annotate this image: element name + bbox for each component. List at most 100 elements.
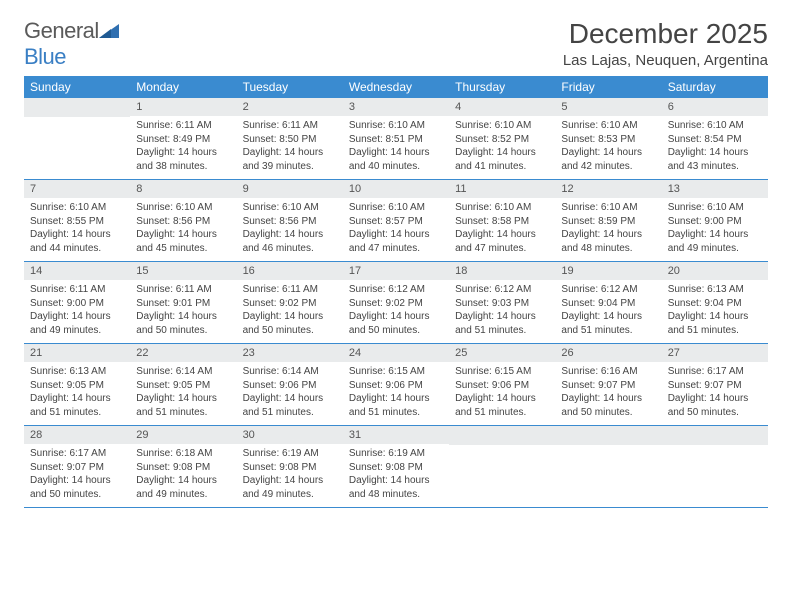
daylight-text: Daylight: 14 hours and 51 minutes. [561, 310, 655, 337]
sunrise-text: Sunrise: 6:12 AM [349, 283, 443, 297]
sunset-text: Sunset: 9:00 PM [30, 297, 124, 311]
daylight-text: Daylight: 14 hours and 51 minutes. [136, 392, 230, 419]
sunset-text: Sunset: 9:06 PM [349, 379, 443, 393]
sunrise-text: Sunrise: 6:10 AM [243, 201, 337, 215]
day-body: Sunrise: 6:11 AMSunset: 9:01 PMDaylight:… [130, 280, 236, 343]
sunrise-text: Sunrise: 6:13 AM [30, 365, 124, 379]
sunrise-text: Sunrise: 6:10 AM [349, 201, 443, 215]
daylight-text: Daylight: 14 hours and 49 minutes. [243, 474, 337, 501]
daylight-text: Daylight: 14 hours and 42 minutes. [561, 146, 655, 173]
day-cell: 27Sunrise: 6:17 AMSunset: 9:07 PMDayligh… [662, 344, 768, 426]
sunset-text: Sunset: 9:04 PM [561, 297, 655, 311]
daylight-text: Daylight: 14 hours and 50 minutes. [136, 310, 230, 337]
sunset-text: Sunset: 9:05 PM [136, 379, 230, 393]
brand-logo: General Blue [24, 18, 119, 70]
weekday-sun: Sunday [24, 76, 130, 98]
sunset-text: Sunset: 9:06 PM [455, 379, 549, 393]
sunrise-text: Sunrise: 6:11 AM [30, 283, 124, 297]
daylight-text: Daylight: 14 hours and 50 minutes. [668, 392, 762, 419]
day-cell: 16Sunrise: 6:11 AMSunset: 9:02 PMDayligh… [237, 262, 343, 344]
day-cell: 18Sunrise: 6:12 AMSunset: 9:03 PMDayligh… [449, 262, 555, 344]
sunset-text: Sunset: 9:07 PM [561, 379, 655, 393]
sunrise-text: Sunrise: 6:19 AM [243, 447, 337, 461]
day-body: Sunrise: 6:10 AMSunset: 8:55 PMDaylight:… [24, 198, 130, 261]
daylight-text: Daylight: 14 hours and 51 minutes. [243, 392, 337, 419]
day-body: Sunrise: 6:10 AMSunset: 9:00 PMDaylight:… [662, 198, 768, 261]
day-body: Sunrise: 6:19 AMSunset: 9:08 PMDaylight:… [237, 444, 343, 507]
sunrise-text: Sunrise: 6:11 AM [136, 283, 230, 297]
daylight-text: Daylight: 14 hours and 43 minutes. [668, 146, 762, 173]
day-number: 20 [662, 262, 768, 280]
sunset-text: Sunset: 8:56 PM [243, 215, 337, 229]
sunset-text: Sunset: 8:52 PM [455, 133, 549, 147]
day-cell: 12Sunrise: 6:10 AMSunset: 8:59 PMDayligh… [555, 180, 661, 262]
day-number: 1 [130, 98, 236, 116]
day-body: Sunrise: 6:10 AMSunset: 8:56 PMDaylight:… [130, 198, 236, 261]
sunrise-text: Sunrise: 6:13 AM [668, 283, 762, 297]
sunset-text: Sunset: 9:02 PM [243, 297, 337, 311]
day-number: 31 [343, 426, 449, 444]
daylight-text: Daylight: 14 hours and 50 minutes. [30, 474, 124, 501]
day-cell: 13Sunrise: 6:10 AMSunset: 9:00 PMDayligh… [662, 180, 768, 262]
weekday-mon: Monday [130, 76, 236, 98]
day-number: 12 [555, 180, 661, 198]
week-row: 1Sunrise: 6:11 AMSunset: 8:49 PMDaylight… [24, 98, 768, 180]
month-title: December 2025 [563, 18, 768, 50]
calendar-table: Sunday Monday Tuesday Wednesday Thursday… [24, 76, 768, 508]
day-cell [449, 426, 555, 508]
sunrise-text: Sunrise: 6:18 AM [136, 447, 230, 461]
day-cell: 4Sunrise: 6:10 AMSunset: 8:52 PMDaylight… [449, 98, 555, 180]
weekday-fri: Friday [555, 76, 661, 98]
daylight-text: Daylight: 14 hours and 46 minutes. [243, 228, 337, 255]
day-cell: 20Sunrise: 6:13 AMSunset: 9:04 PMDayligh… [662, 262, 768, 344]
day-body: Sunrise: 6:14 AMSunset: 9:06 PMDaylight:… [237, 362, 343, 425]
day-cell [555, 426, 661, 508]
sunrise-text: Sunrise: 6:11 AM [136, 119, 230, 133]
day-number: 18 [449, 262, 555, 280]
weekday-header-row: Sunday Monday Tuesday Wednesday Thursday… [24, 76, 768, 98]
day-body: Sunrise: 6:14 AMSunset: 9:05 PMDaylight:… [130, 362, 236, 425]
daylight-text: Daylight: 14 hours and 50 minutes. [349, 310, 443, 337]
day-cell: 2Sunrise: 6:11 AMSunset: 8:50 PMDaylight… [237, 98, 343, 180]
title-block: December 2025 Las Lajas, Neuquen, Argent… [563, 18, 768, 69]
daylight-text: Daylight: 14 hours and 47 minutes. [455, 228, 549, 255]
day-body: Sunrise: 6:10 AMSunset: 8:54 PMDaylight:… [662, 116, 768, 179]
day-number: 27 [662, 344, 768, 362]
day-number-empty [24, 98, 130, 117]
daylight-text: Daylight: 14 hours and 44 minutes. [30, 228, 124, 255]
day-number: 19 [555, 262, 661, 280]
day-body: Sunrise: 6:10 AMSunset: 8:59 PMDaylight:… [555, 198, 661, 261]
daylight-text: Daylight: 14 hours and 50 minutes. [243, 310, 337, 337]
weeks-body: 1Sunrise: 6:11 AMSunset: 8:49 PMDaylight… [24, 98, 768, 508]
day-number: 30 [237, 426, 343, 444]
sunrise-text: Sunrise: 6:17 AM [30, 447, 124, 461]
day-body: Sunrise: 6:17 AMSunset: 9:07 PMDaylight:… [662, 362, 768, 425]
day-number: 14 [24, 262, 130, 280]
day-body: Sunrise: 6:12 AMSunset: 9:03 PMDaylight:… [449, 280, 555, 343]
day-body [555, 445, 661, 503]
weekday-tue: Tuesday [237, 76, 343, 98]
calendar-page: General Blue December 2025 Las Lajas, Ne… [0, 0, 792, 526]
sunset-text: Sunset: 9:03 PM [455, 297, 549, 311]
day-body: Sunrise: 6:10 AMSunset: 8:53 PMDaylight:… [555, 116, 661, 179]
day-cell: 26Sunrise: 6:16 AMSunset: 9:07 PMDayligh… [555, 344, 661, 426]
sunrise-text: Sunrise: 6:10 AM [561, 201, 655, 215]
sunset-text: Sunset: 9:07 PM [668, 379, 762, 393]
daylight-text: Daylight: 14 hours and 51 minutes. [349, 392, 443, 419]
triangle-icon [99, 18, 119, 44]
day-cell: 5Sunrise: 6:10 AMSunset: 8:53 PMDaylight… [555, 98, 661, 180]
sunset-text: Sunset: 9:07 PM [30, 461, 124, 475]
daylight-text: Daylight: 14 hours and 51 minutes. [455, 310, 549, 337]
sunset-text: Sunset: 9:08 PM [349, 461, 443, 475]
day-cell: 31Sunrise: 6:19 AMSunset: 9:08 PMDayligh… [343, 426, 449, 508]
brand-name: General Blue [24, 18, 119, 70]
daylight-text: Daylight: 14 hours and 40 minutes. [349, 146, 443, 173]
weekday-wed: Wednesday [343, 76, 449, 98]
day-number: 23 [237, 344, 343, 362]
day-body: Sunrise: 6:10 AMSunset: 8:51 PMDaylight:… [343, 116, 449, 179]
sunrise-text: Sunrise: 6:10 AM [561, 119, 655, 133]
day-cell: 28Sunrise: 6:17 AMSunset: 9:07 PMDayligh… [24, 426, 130, 508]
week-row: 14Sunrise: 6:11 AMSunset: 9:00 PMDayligh… [24, 262, 768, 344]
sunrise-text: Sunrise: 6:15 AM [349, 365, 443, 379]
daylight-text: Daylight: 14 hours and 48 minutes. [349, 474, 443, 501]
